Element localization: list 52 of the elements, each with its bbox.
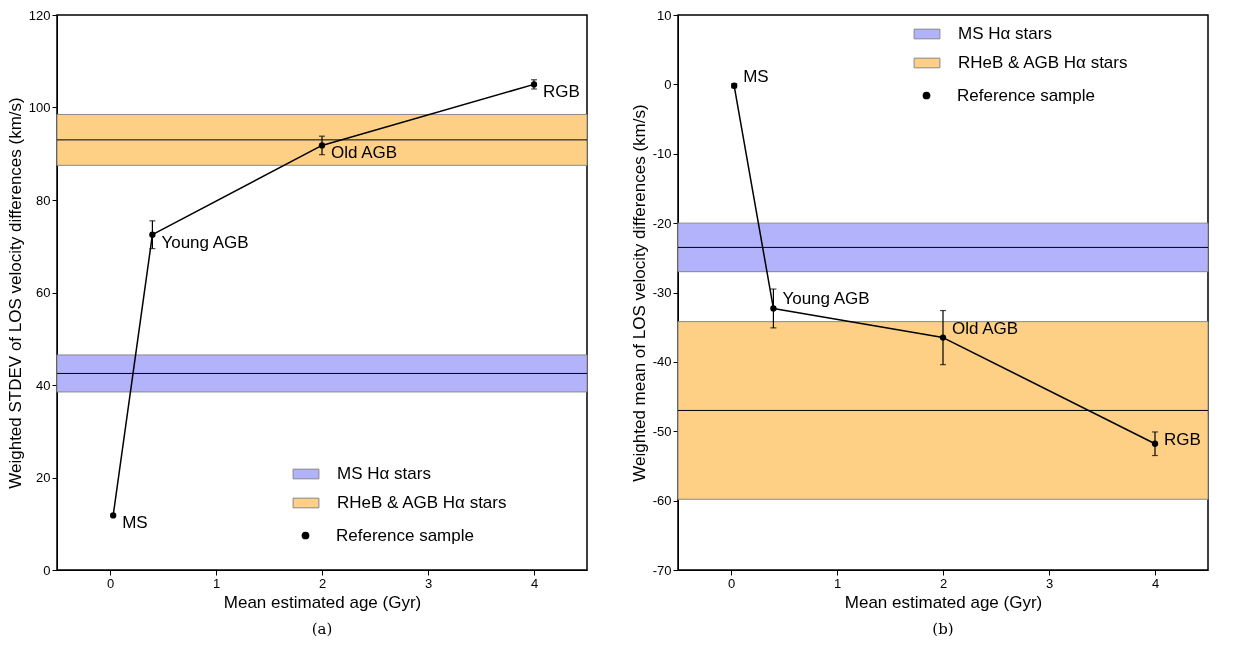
- x-tick-label: 2: [318, 575, 327, 591]
- y-tick-label: 60: [36, 285, 51, 300]
- legend-label: Reference sample: [336, 525, 474, 545]
- text: (a): [311, 620, 333, 638]
- legend-label: RHeB & AGB Hα stars: [337, 493, 507, 512]
- point: [318, 142, 326, 149]
- text: (b): [932, 620, 954, 638]
- point: [1151, 440, 1159, 447]
- annotation: RGB: [543, 82, 580, 102]
- y-tick-label: -40: [652, 354, 672, 370]
- annotation: Young AGB: [161, 232, 249, 252]
- y-tick-label: 0: [43, 562, 51, 578]
- x-tick-label: 3: [1045, 575, 1054, 591]
- legend-label: MS Hα stars: [958, 24, 1052, 43]
- x-tick-label: 4: [1151, 575, 1160, 591]
- point: [110, 512, 117, 519]
- legend-label: Reference sample: [957, 85, 1095, 105]
- annotation: MS: [122, 513, 148, 533]
- y-tick-label: -50: [652, 423, 672, 439]
- x-tick-label: 4: [530, 575, 539, 591]
- x-axis-title: Mean estimated age (Gyr): [844, 592, 1043, 612]
- y-tick-label: 10: [657, 7, 672, 23]
- y-tick-label: -30: [652, 285, 672, 300]
- x-tick-label: 1: [212, 575, 221, 591]
- point: [149, 231, 156, 238]
- annotation: RGB: [1164, 429, 1201, 449]
- y-tick-label: -70: [652, 562, 672, 578]
- x-axis-title: Mean estimated age (Gyr): [223, 592, 422, 612]
- y-tick-label: 40: [36, 377, 51, 393]
- annotation: MS: [743, 66, 769, 86]
- y-tick-label: -60: [652, 493, 672, 509]
- y-tick-label: 80: [36, 192, 51, 208]
- annotation: Young AGB: [782, 289, 870, 309]
- y-tick-label: -20: [652, 215, 672, 231]
- point: [770, 305, 777, 312]
- annotation: Old AGB: [952, 318, 1019, 338]
- x-tick-label: 3: [424, 575, 433, 591]
- annotation: Old AGB: [331, 143, 398, 163]
- x-tick-label: 2: [939, 575, 948, 591]
- y-tick-label: 100: [28, 100, 51, 115]
- point: [939, 334, 947, 341]
- x-tick-label: 0: [727, 575, 736, 591]
- legend-label: MS Hα stars: [337, 464, 431, 483]
- legend-label: RHeB & AGB Hα stars: [958, 53, 1128, 72]
- y-tick-label: 0: [664, 76, 672, 92]
- y-axis-title: Weighted STDEV of LOS velocity differences (km/s): [5, 97, 25, 489]
- y-axis-title: Weighted mean of LOS velocity differences (km/s): [629, 104, 649, 482]
- y-tick-label: -10: [652, 146, 672, 162]
- y-tick-label: 20: [36, 470, 51, 485]
- x-tick-label: 0: [106, 575, 115, 591]
- x-tick-label: 1: [833, 575, 842, 591]
- y-tick-label: 120: [28, 7, 51, 23]
